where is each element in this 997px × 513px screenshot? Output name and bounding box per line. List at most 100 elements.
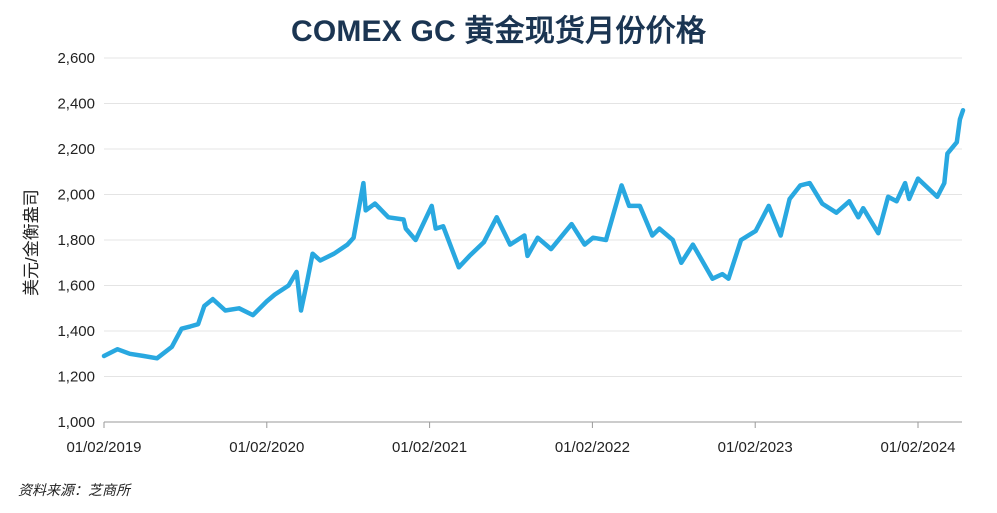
y-tick-label: 1,600 <box>57 278 95 295</box>
data-point <box>457 265 461 269</box>
data-point <box>522 234 526 237</box>
x-tick-label: 01/02/2023 <box>718 439 793 456</box>
y-tick-label: 2,600 <box>57 50 95 67</box>
data-point <box>402 218 406 221</box>
data-point <box>767 204 771 208</box>
series-lines <box>101 108 966 361</box>
data-point <box>287 284 291 287</box>
data-point <box>196 322 200 326</box>
x-tick-label: 01/02/2024 <box>880 439 955 456</box>
data-point <box>856 215 860 219</box>
data-point <box>352 236 356 240</box>
gridlines <box>104 57 962 423</box>
data-point <box>895 199 899 203</box>
data-point <box>404 227 408 231</box>
data-point <box>798 183 802 187</box>
x-tick-label: 01/02/2019 <box>66 439 141 456</box>
data-point <box>671 238 675 242</box>
data-point <box>808 181 812 185</box>
data-point <box>128 352 132 356</box>
chart-title: COMEX GC 黄金现货月份价格 <box>290 15 707 48</box>
data-point <box>430 204 434 208</box>
data-point <box>638 204 642 208</box>
data-point <box>861 206 865 210</box>
data-point <box>788 197 792 201</box>
data-point <box>237 306 241 310</box>
data-point <box>251 313 255 317</box>
source-note: 资料来源：芝商所 <box>18 482 130 498</box>
data-point <box>361 181 365 185</box>
data-point <box>495 215 499 219</box>
data-point <box>482 240 486 244</box>
data-point <box>102 354 106 358</box>
data-point <box>945 152 949 156</box>
data-point <box>305 281 309 285</box>
data-point <box>604 238 608 242</box>
data-point <box>189 324 192 328</box>
data-point <box>526 254 529 258</box>
data-point <box>886 195 890 199</box>
data-point <box>620 183 624 187</box>
data-point <box>311 252 315 256</box>
data-point <box>876 231 880 235</box>
y-tick-labels: 1,000 1,200 1,400 1,600 1,800 2,000 2,200 2,400… <box>57 50 95 431</box>
y-tick-label: 1,400 <box>57 323 95 340</box>
data-point <box>720 272 724 276</box>
data-point <box>468 254 471 258</box>
data-point <box>961 108 965 112</box>
data-point <box>820 202 824 206</box>
data-point <box>414 238 418 242</box>
data-point <box>441 224 445 228</box>
data-point <box>834 211 838 215</box>
data-point <box>847 199 851 203</box>
data-point <box>627 204 631 208</box>
data-point <box>155 356 159 360</box>
y-tick-label: 2,400 <box>57 96 95 113</box>
data-point <box>739 238 743 242</box>
x-tick-label: 01/02/2020 <box>229 439 304 456</box>
data-point <box>115 347 119 351</box>
data-point <box>691 243 695 247</box>
data-point <box>942 181 946 185</box>
data-point <box>142 354 146 358</box>
data-point <box>434 227 438 231</box>
data-point <box>903 181 907 185</box>
data-point <box>916 177 920 181</box>
data-point <box>332 252 336 256</box>
series-line <box>101 108 966 361</box>
data-point <box>958 117 962 121</box>
data-point <box>935 195 939 199</box>
y-tick-label: 1,000 <box>57 414 95 431</box>
data-point <box>727 277 730 281</box>
data-point <box>549 247 553 251</box>
data-point <box>657 227 661 231</box>
data-point <box>318 259 322 262</box>
data-point <box>202 304 206 308</box>
data-point <box>536 236 540 240</box>
x-tick-labels: 01/02/2019 01/02/2020 01/02/2021 01/02/2022… <box>66 439 955 456</box>
y-tick-label: 2,000 <box>57 187 95 204</box>
y-tick-label: 1,200 <box>57 369 95 386</box>
data-point <box>211 297 215 301</box>
y-tick-label: 2,200 <box>57 141 95 158</box>
data-point <box>364 208 368 212</box>
data-point <box>711 277 714 281</box>
data-point <box>591 236 595 240</box>
data-point <box>508 243 512 247</box>
data-point <box>345 243 349 247</box>
data-point <box>265 299 269 303</box>
axis-lines <box>103 422 919 428</box>
data-point <box>295 270 299 274</box>
x-tick-label: 01/02/2022 <box>555 439 630 456</box>
data-point <box>650 234 654 237</box>
data-point <box>679 261 683 265</box>
data-point <box>386 215 390 219</box>
data-point <box>299 309 303 312</box>
data-point <box>170 345 174 349</box>
data-point <box>180 327 184 331</box>
data-point <box>223 309 227 312</box>
data-point <box>373 202 377 206</box>
data-point <box>955 140 959 144</box>
data-point <box>273 293 277 297</box>
